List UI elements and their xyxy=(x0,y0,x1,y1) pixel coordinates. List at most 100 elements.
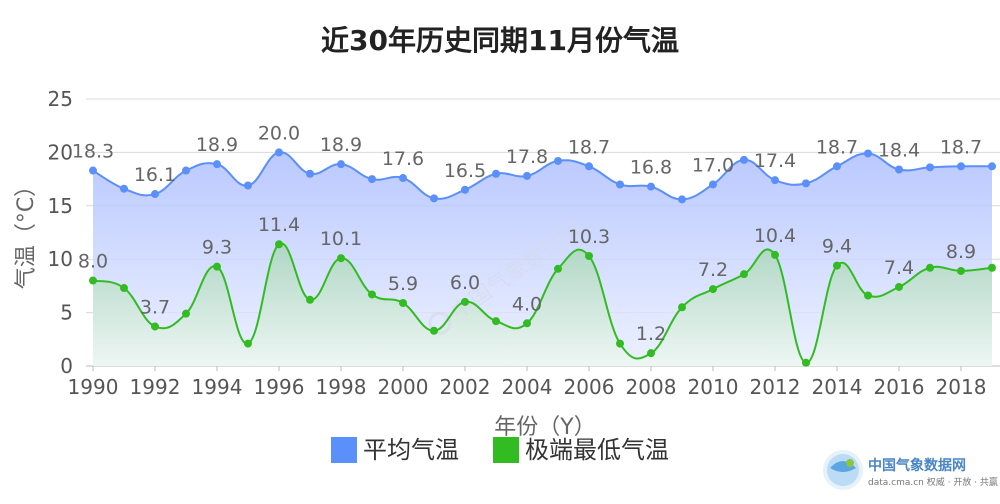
data-point-avg[interactable] xyxy=(120,184,128,193)
data-point-min[interactable] xyxy=(151,322,159,331)
data-label-avg: 18.7 xyxy=(940,136,982,158)
data-point-min[interactable] xyxy=(616,339,624,348)
x-tick-label: 2006 xyxy=(564,375,615,399)
data-point-avg[interactable] xyxy=(430,194,438,203)
y-tick-label: 10 xyxy=(48,247,73,271)
data-point-avg[interactable] xyxy=(213,160,221,169)
data-point-min[interactable] xyxy=(585,251,593,260)
data-label-min: 7.2 xyxy=(698,259,728,281)
data-point-avg[interactable] xyxy=(833,162,841,171)
data-label-avg: 17.4 xyxy=(754,150,796,172)
data-point-min[interactable] xyxy=(926,263,934,272)
data-label-avg: 16.5 xyxy=(444,160,486,182)
data-point-min[interactable] xyxy=(833,261,841,270)
data-point-avg[interactable] xyxy=(864,149,872,158)
data-point-avg[interactable] xyxy=(678,195,686,204)
data-point-avg[interactable] xyxy=(554,156,562,165)
data-point-avg[interactable] xyxy=(89,166,97,175)
data-point-avg[interactable] xyxy=(988,162,996,171)
data-point-min[interactable] xyxy=(275,240,283,249)
data-point-min[interactable] xyxy=(554,264,562,273)
legend-swatch-min xyxy=(493,437,519,463)
data-point-avg[interactable] xyxy=(399,174,407,183)
data-point-min[interactable] xyxy=(399,298,407,307)
x-tick-label: 2012 xyxy=(750,375,801,399)
data-point-min[interactable] xyxy=(802,358,810,367)
x-axis-label: 年份（Y） xyxy=(494,415,595,440)
data-point-min[interactable] xyxy=(430,326,438,335)
x-axis-ticks: 1990 1992 1994 1996 1998 2000 2002 2004 2006 2008… xyxy=(68,366,986,399)
data-point-avg[interactable] xyxy=(585,162,593,171)
x-tick-label: 1998 xyxy=(316,375,367,399)
data-point-min[interactable] xyxy=(306,295,314,304)
data-point-min[interactable] xyxy=(213,262,221,271)
data-point-min[interactable] xyxy=(523,319,531,328)
data-label-min: 10.1 xyxy=(320,228,362,250)
watermark-name: 中国气象数据网 xyxy=(868,457,966,474)
data-label-avg: 18.9 xyxy=(196,134,238,156)
data-point-min[interactable] xyxy=(89,276,97,285)
data-label-min: 6.0 xyxy=(450,272,480,294)
data-point-avg[interactable] xyxy=(151,190,159,199)
data-point-min[interactable] xyxy=(957,266,965,275)
data-point-avg[interactable] xyxy=(306,169,314,178)
x-tick-label: 2010 xyxy=(688,375,739,399)
chart-title: 近30年历史同期11月份气温 xyxy=(321,24,679,57)
data-point-min[interactable] xyxy=(120,284,128,293)
cma-globe-icon xyxy=(823,450,863,490)
data-point-avg[interactable] xyxy=(647,182,655,191)
data-label-avg: 18.3 xyxy=(72,141,114,163)
x-tick-label: 2016 xyxy=(874,375,925,399)
data-point-min[interactable] xyxy=(461,297,469,306)
data-point-min[interactable] xyxy=(771,250,779,259)
data-point-avg[interactable] xyxy=(337,160,345,169)
data-point-min[interactable] xyxy=(182,309,190,318)
data-point-avg[interactable] xyxy=(740,155,748,164)
data-point-min[interactable] xyxy=(337,254,345,263)
data-point-avg[interactable] xyxy=(461,185,469,194)
data-label-min: 1.2 xyxy=(636,323,666,345)
data-point-min[interactable] xyxy=(647,349,655,358)
data-point-min[interactable] xyxy=(492,317,500,326)
y-tick-label: 0 xyxy=(60,354,73,378)
legend-swatch-avg xyxy=(331,437,357,463)
area-min xyxy=(93,243,992,366)
data-point-min[interactable] xyxy=(864,291,872,300)
data-point-avg[interactable] xyxy=(895,165,903,174)
x-tick-label: 1990 xyxy=(68,375,119,399)
data-point-avg[interactable] xyxy=(368,175,376,184)
data-point-avg[interactable] xyxy=(492,169,500,178)
y-axis-ticks: 0 5 10 15 20 25 xyxy=(48,87,73,378)
data-point-avg[interactable] xyxy=(244,181,252,190)
data-label-avg: 18.7 xyxy=(568,136,610,158)
data-point-avg[interactable] xyxy=(182,166,190,175)
watermark-url: data.cma.cn 权威 · 开放 · 共赢 xyxy=(868,476,998,488)
data-label-min: 11.4 xyxy=(258,214,300,236)
data-point-min[interactable] xyxy=(244,339,252,348)
data-point-min[interactable] xyxy=(740,270,748,279)
data-point-min[interactable] xyxy=(895,282,903,291)
data-label-min: 3.7 xyxy=(140,296,170,318)
data-point-avg[interactable] xyxy=(926,163,934,172)
data-point-avg[interactable] xyxy=(523,171,531,180)
data-point-min[interactable] xyxy=(988,263,996,272)
x-tick-label: 1996 xyxy=(254,375,305,399)
data-label-avg: 20.0 xyxy=(258,122,300,144)
data-point-avg[interactable] xyxy=(616,180,624,189)
data-label-min: 5.9 xyxy=(388,273,418,295)
x-tick-label: 2000 xyxy=(378,375,429,399)
data-label-min: 4.0 xyxy=(512,293,542,315)
data-label-min: 10.3 xyxy=(568,226,610,248)
data-point-avg[interactable] xyxy=(771,176,779,185)
data-point-avg[interactable] xyxy=(802,179,810,188)
data-point-min[interactable] xyxy=(368,290,376,299)
y-axis-label: 气温（°C） xyxy=(14,175,39,289)
data-point-min[interactable] xyxy=(709,285,717,294)
data-point-min[interactable] xyxy=(678,303,686,312)
data-point-avg[interactable] xyxy=(957,162,965,171)
data-point-avg[interactable] xyxy=(709,180,717,189)
data-label-min: 8.9 xyxy=(946,241,976,263)
series-areas xyxy=(93,152,992,366)
data-point-avg[interactable] xyxy=(275,148,283,157)
